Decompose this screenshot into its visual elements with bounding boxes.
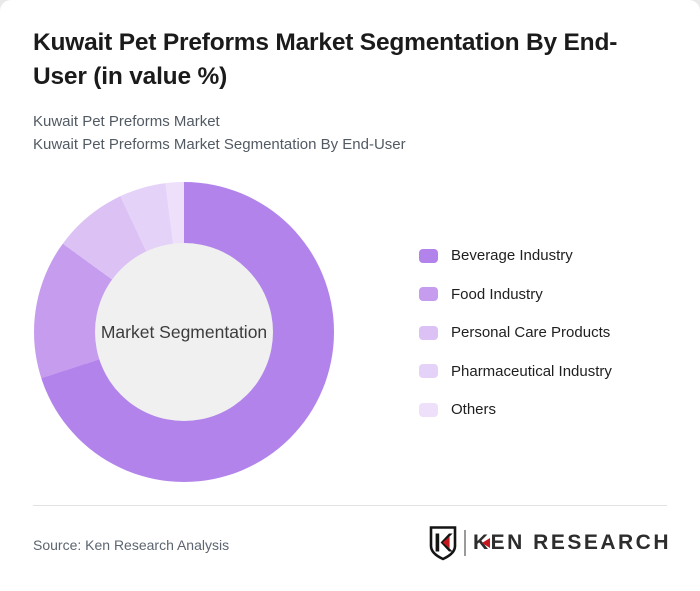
legend-item[interactable]: Pharmaceutical Industry [419, 362, 612, 380]
legend-label: Others [451, 401, 497, 418]
subtitle-line-1: Kuwait Pet Preforms Market [33, 113, 220, 130]
shield-k-icon [429, 526, 457, 561]
legend-swatch [419, 325, 438, 340]
chart-subtitle: Kuwait Pet Preforms Market Kuwait Pet Pr… [33, 111, 406, 156]
ken-research-logo: K EN RESEARCH [428, 525, 671, 561]
logo-wordmark: K EN RESEARCH [473, 531, 671, 555]
legend-label: Pharmaceutical Industry [451, 362, 612, 380]
footer-divider [33, 505, 667, 506]
legend: Beverage Industry Food Industry Personal C… [419, 247, 612, 441]
source-note: Source: Ken Research Analysis [33, 537, 230, 553]
logo-divider-bar [463, 530, 466, 556]
legend-label: Personal Care Products [451, 324, 611, 341]
legend-label: Beverage Industry [451, 247, 573, 264]
legend-swatch [419, 248, 438, 263]
donut-hole: Market Segmentation [95, 243, 273, 421]
donut-center-label: Market Segmentation [100, 321, 268, 342]
logo-wordmark-rest: EN RESEARCH [490, 531, 671, 554]
legend-item[interactable]: Others [419, 401, 612, 418]
legend-item[interactable]: Beverage Industry [419, 247, 612, 264]
legend-label: Food Industry [451, 285, 543, 303]
legend-item[interactable]: Food Industry [419, 285, 612, 303]
legend-item[interactable]: Personal Care Products [419, 324, 612, 341]
subtitle-line-2: Kuwait Pet Preforms Market Segmentation … [33, 135, 406, 153]
chart-title: Kuwait Pet Preforms Market Segmentation … [33, 29, 618, 90]
logo-wordmark-k: K [472, 531, 491, 554]
legend-swatch [419, 287, 438, 301]
logo-red-triangle-icon [481, 538, 490, 548]
legend-swatch [419, 402, 438, 417]
legend-swatch [419, 364, 438, 378]
donut-chart[interactable]: Market Segmentation [34, 182, 334, 482]
